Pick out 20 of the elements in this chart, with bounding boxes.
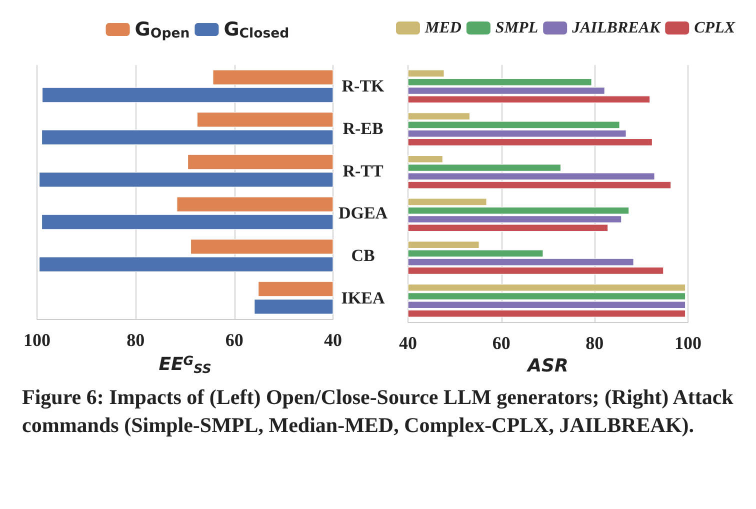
x-tick-label: 40 xyxy=(399,333,417,353)
x-tick-label: 80 xyxy=(586,333,604,353)
caption: Figure 6: Impacts of (Left) Open/Close-Source LLM generators; (Right) Attack commands (Simple-SMPL, Median-MED, Complex-CPLX, JAILBREAK). xyxy=(22,384,734,439)
y-tick-label: CB xyxy=(351,246,375,265)
x-tick-label: 60 xyxy=(492,333,510,353)
legend-label: SMPL xyxy=(495,20,538,36)
x-tick-label: 100 xyxy=(674,333,702,353)
y-tick-label: R-TT xyxy=(342,161,384,180)
legend-label: CPLX xyxy=(694,20,736,36)
y-tick-label: DGEA xyxy=(338,204,388,223)
y-tick-label: IKEA xyxy=(341,288,386,308)
x-axis-title: ASR xyxy=(526,355,568,376)
x-tick-label: 100 xyxy=(24,330,50,350)
y-tick-label: R-EB xyxy=(342,119,384,138)
x-tick-label: 60 xyxy=(225,330,244,350)
legend-label: MED xyxy=(424,20,462,36)
x-tick-label: 40 xyxy=(324,330,342,350)
legend-label: JAILBREAK xyxy=(571,20,662,36)
x-tick-label: 80 xyxy=(126,330,145,350)
y-tick-label: R-TK xyxy=(342,76,386,96)
